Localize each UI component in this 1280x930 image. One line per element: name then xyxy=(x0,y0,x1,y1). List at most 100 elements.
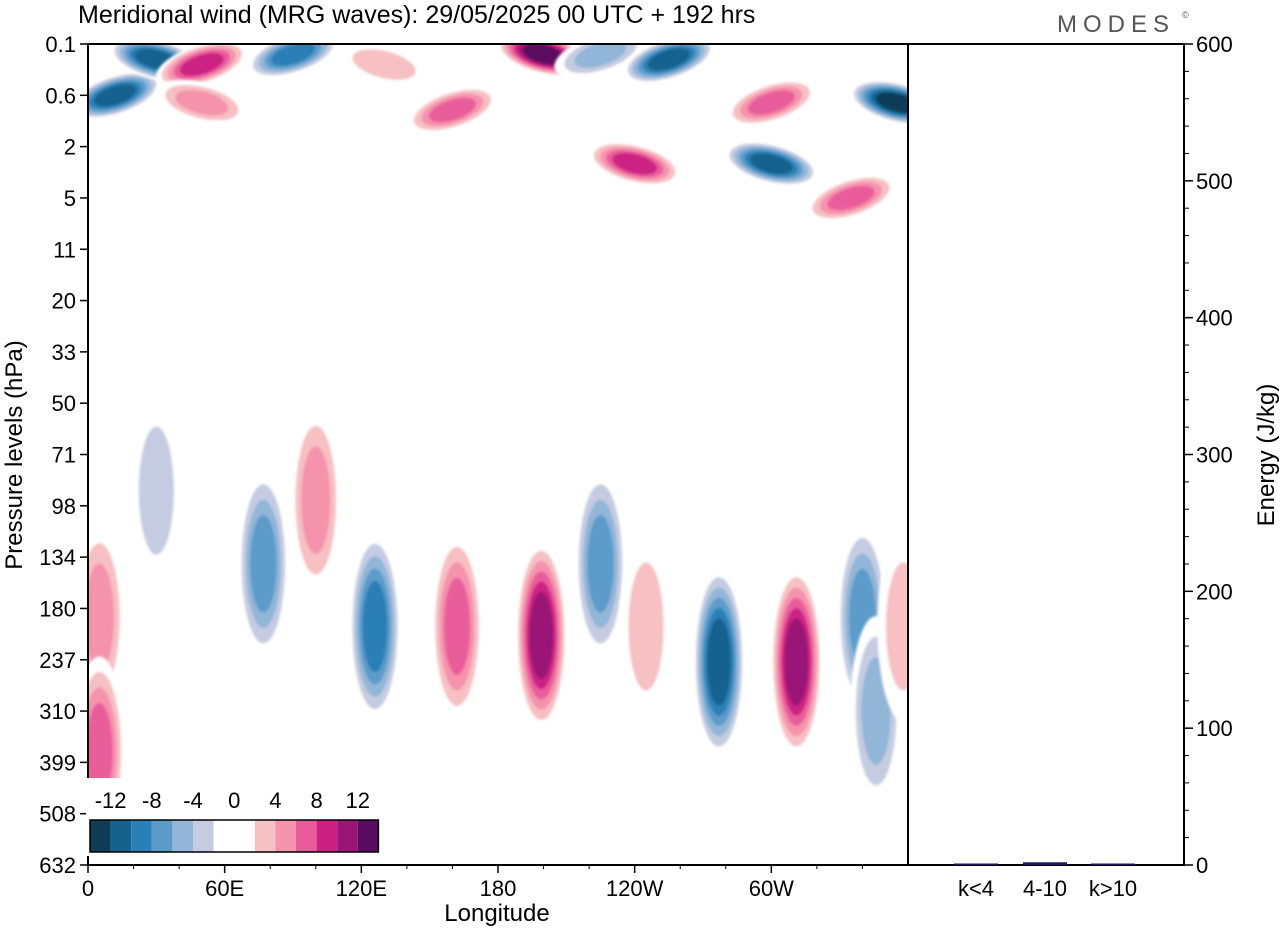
colorbar-swatch xyxy=(151,820,173,852)
energy-bar-chart: 0 100 200 300 400 500 600 k<4 4-10 k>10 xyxy=(954,32,1233,901)
wind-contour-field xyxy=(88,44,908,847)
energy-tick-label: 300 xyxy=(1196,443,1233,468)
energy-axis-label: Energy (J/kg) xyxy=(1253,384,1280,527)
wind-anomaly-cell xyxy=(155,80,249,126)
energy-tick-label: 200 xyxy=(1196,579,1233,604)
wind-contour-level xyxy=(362,580,388,673)
wind-anomaly-cell xyxy=(237,468,290,659)
x-tick-label: 120W xyxy=(606,876,664,901)
wind-contour-level xyxy=(88,702,113,801)
y-tick-label: 2 xyxy=(64,135,76,160)
y-tick-label: 632 xyxy=(39,853,76,878)
wind-contour-level xyxy=(522,44,565,65)
colorbar-swatch xyxy=(296,820,317,852)
y-tick-label: 11 xyxy=(53,237,76,262)
y-tick-label: 237 xyxy=(39,648,76,673)
colorbar-tick-label: -8 xyxy=(142,788,162,813)
wind-contour-level xyxy=(647,48,690,71)
energy-category-label: k<4 xyxy=(958,876,994,901)
wind-contour-level xyxy=(250,515,277,613)
energy-bar xyxy=(954,863,998,865)
colorbar-tick-label: 0 xyxy=(228,788,240,813)
energy-category-label: k>10 xyxy=(1089,876,1137,901)
colorbar-tick-label: -12 xyxy=(95,788,127,813)
x-tick-label: 120E xyxy=(336,876,387,901)
y-tick-label: 50 xyxy=(52,391,76,416)
logo-mark: © xyxy=(1182,10,1189,20)
colorbar-tick-label: 8 xyxy=(310,788,322,813)
wind-anomaly-cell xyxy=(130,395,183,586)
colorbar-swatch xyxy=(316,820,338,852)
longitude-axis: 0 60E 120E 180 120W 60W xyxy=(82,865,863,901)
wind-contour-level xyxy=(612,152,658,175)
wind-anomaly-cell xyxy=(724,141,819,187)
wind-contour-level xyxy=(707,618,731,706)
y-tick-label: 33 xyxy=(52,340,76,365)
y-tick-label: 399 xyxy=(39,750,76,775)
colorbar-frame xyxy=(89,819,380,853)
modes-logo: MODES xyxy=(1057,11,1175,38)
energy-tick-label: 600 xyxy=(1196,32,1233,57)
wind-contour-level xyxy=(179,52,225,77)
wind-contour-level xyxy=(428,97,477,123)
energy-bar xyxy=(1023,862,1067,865)
wind-anomaly-cell xyxy=(431,531,483,722)
y-tick-label: 71 xyxy=(52,443,76,468)
colorbar-swatch xyxy=(357,820,379,852)
wind-contour-level xyxy=(270,44,316,66)
colorbar-swatch xyxy=(131,820,152,852)
wind-anomaly-cell xyxy=(246,44,340,79)
wind-contour-level xyxy=(138,426,174,555)
colorbar-swatch xyxy=(254,820,276,852)
wind-anomaly-cell xyxy=(88,522,126,713)
wind-contour-level xyxy=(747,90,795,116)
y-tick-label: 180 xyxy=(39,596,76,621)
y-tick-label: 20 xyxy=(52,289,76,314)
x-axis-label: Longitude xyxy=(444,900,549,927)
energy-tick-label: 500 xyxy=(1196,169,1233,194)
energy-tick-label: 400 xyxy=(1196,306,1233,331)
wind-contour-level xyxy=(443,577,471,676)
wind-contour-level xyxy=(175,89,229,116)
wind-anomaly-cell xyxy=(289,405,342,596)
wind-anomaly-cell xyxy=(836,522,889,713)
wind-anomaly-cell xyxy=(804,173,898,223)
wind-anomaly-cell xyxy=(877,531,908,722)
x-tick-label: 180 xyxy=(480,876,517,901)
y-tick-label: 134 xyxy=(39,545,76,570)
wind-anomaly-cell xyxy=(88,71,162,120)
energy-plot-frame xyxy=(907,43,1185,866)
colorbar-tick-label: 12 xyxy=(346,788,370,813)
wind-anomaly-cell xyxy=(349,531,401,722)
wind-anomaly-cell xyxy=(515,540,568,731)
wind-anomaly-cell xyxy=(725,78,818,127)
chart-title: Meridional wind (MRG waves): 29/05/2025 … xyxy=(78,1,755,29)
colorbar-swatch xyxy=(110,820,132,852)
colorbar-swatch xyxy=(172,820,193,852)
wind-contour-level xyxy=(529,591,554,679)
x-tick-label: 60E xyxy=(205,876,244,901)
wind-contour-level xyxy=(749,153,793,175)
y-tick-label: 5 xyxy=(64,186,76,211)
wind-anomaly-cell xyxy=(406,85,499,135)
wind-contour-level xyxy=(587,515,614,613)
y-tick-label: 98 xyxy=(52,494,76,519)
wind-contour-level xyxy=(875,92,908,113)
colorbar-swatch xyxy=(337,820,358,852)
wind-contour-level xyxy=(784,618,809,706)
colorbar: -12 -8 -4 0 4 8 12 xyxy=(86,778,383,856)
energy-bar xyxy=(1091,863,1135,865)
x-tick-label: 0 xyxy=(82,876,94,901)
wind-anomaly-cell xyxy=(155,44,248,89)
pressure-axis: 0.1 0.6 2 5 11 20 33 50 71 98 134 180 237 310 399 508 63… xyxy=(39,32,88,878)
y-tick-label: 0.1 xyxy=(45,32,76,57)
colorbar-swatch xyxy=(275,820,296,852)
x-tick-label: 60W xyxy=(749,876,794,901)
energy-category-label: 4-10 xyxy=(1023,876,1067,901)
energy-tick-label: 100 xyxy=(1196,716,1233,741)
colorbar-tick-label: 4 xyxy=(269,788,281,813)
wind-anomaly-cell xyxy=(337,44,431,88)
wind-anomaly-cell xyxy=(692,566,745,757)
colorbar-swatch xyxy=(234,820,255,852)
